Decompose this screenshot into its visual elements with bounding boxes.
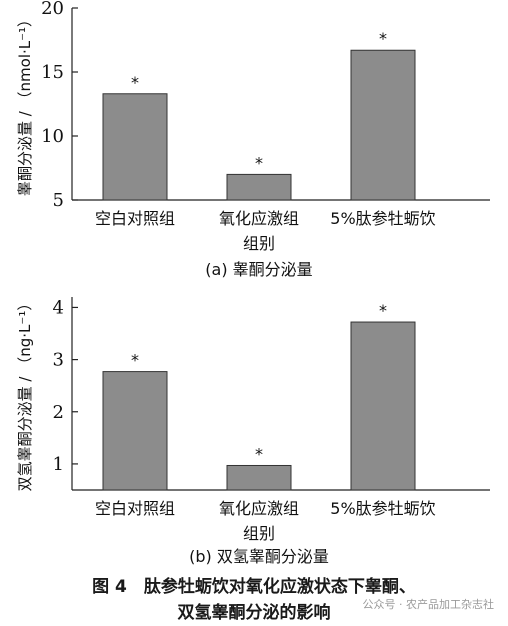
figure-caption-line2: 双氢睾酮分泌的影响 [177,603,331,623]
panel-b-bar-1 [102,371,168,491]
panel-a-bar-annotation: * [131,73,139,92]
panel-a-title: (a) 睾酮分泌量 [205,260,312,279]
panel-a-bar-annotation: * [379,29,387,48]
figure-caption-line1: 图 4 肽参牡蛎饮对氧化应激状态下睾酮、 [92,577,416,597]
panel-b-bar-2 [226,464,292,491]
panel-b-bar-annotation: * [255,444,263,463]
panel-b-y-tick-label: 1 [53,454,64,475]
panel-b-bar-3 [350,321,416,491]
panel-b-bar-annotation: * [131,351,139,370]
panel-a-bar-2 [226,173,292,201]
panel-b-y-tick-label: 4 [53,297,64,318]
panel-a-category-label: 空白对照组 [95,209,175,228]
watermark: 公众号 · 农产品加工杂志社 [362,598,495,611]
panel-a-category-label: 氧化应激组 [219,209,299,228]
panel-a-y-axis-label: 睾酮分泌量 / （nmol·L⁻¹） [16,12,34,196]
panel-a-bar-3 [350,49,416,201]
panel-b-x-axis-title: 组别 [243,524,275,543]
panel-b-category-label: 5%肽参牡蛎饮 [330,499,435,518]
panel-a-y-tick-label: 20 [41,0,64,19]
panel-b-y-tick-label: 3 [53,350,64,371]
panel-b-y-axis-label: 双氢睾酮分泌量 / （ng·L⁻¹） [16,296,34,492]
panel-a-category-label: 5%肽参牡蛎饮 [330,209,435,228]
panel-a-bar-1 [102,93,168,201]
panel-a-y-tick-label: 15 [41,62,64,83]
panel-a-y-tick-label: 5 [53,190,64,211]
panel-a-bar-annotation: * [255,153,263,172]
panel-b-category-label: 氧化应激组 [219,499,299,518]
panel-b-y-tick-label: 2 [53,402,64,423]
panel-b-bar-annotation: * [379,301,387,320]
panel-a-y-tick-label: 10 [41,126,64,147]
panel-b-category-label: 空白对照组 [95,499,175,518]
panel-a-x-axis-title: 组别 [243,234,275,253]
panel-b-title: (b) 双氢睾酮分泌量 [189,547,329,566]
